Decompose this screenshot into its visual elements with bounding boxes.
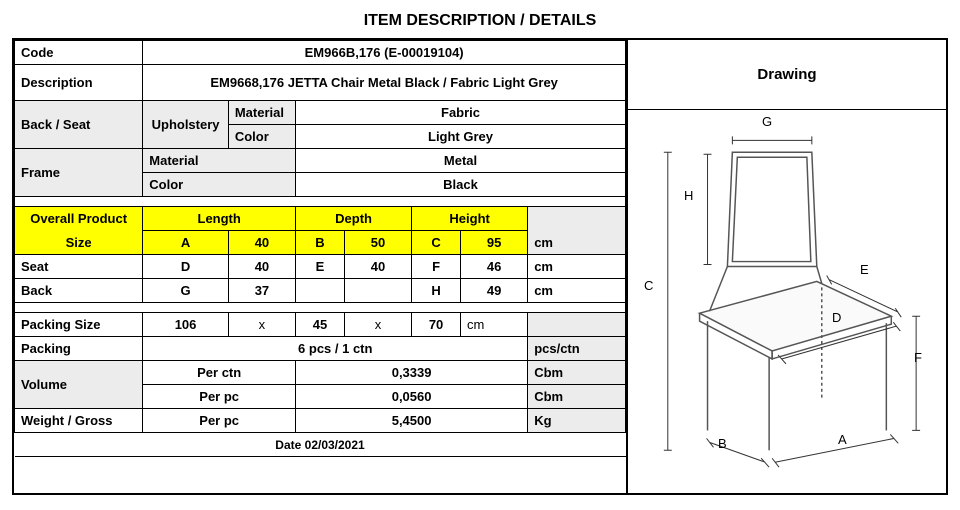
- A-val: 40: [228, 231, 295, 255]
- spec-sheet: Code EM966B,176 (E-00019104) Description…: [12, 38, 948, 495]
- frame-material-label: Material: [143, 149, 296, 173]
- ops-label-1: Overall Product: [15, 207, 143, 231]
- dim-A: A: [838, 432, 847, 447]
- description-label: Description: [15, 65, 143, 101]
- seat-label: Seat: [15, 255, 143, 279]
- drawing-header: Drawing: [628, 40, 946, 110]
- overall-unit: cm: [528, 231, 626, 255]
- description-value: EM9668,176 JETTA Chair Metal Black / Fab…: [143, 65, 626, 101]
- bs-material-label: Material: [228, 101, 295, 125]
- vol-ctn-unit: Cbm: [528, 361, 626, 385]
- bs-color-value: Light Grey: [296, 125, 626, 149]
- seat-unit: cm: [528, 255, 626, 279]
- depth-label: Depth: [296, 207, 412, 231]
- spacer2: [15, 303, 626, 313]
- blank1: [296, 279, 345, 303]
- dim-C: C: [644, 278, 653, 293]
- spec-table: Code EM966B,176 (E-00019104) Description…: [14, 40, 626, 457]
- packsize-label: Packing Size: [15, 313, 143, 337]
- bs-color-label: Color: [228, 125, 295, 149]
- frame-color-value: Black: [296, 173, 626, 197]
- ps-w: 45: [296, 313, 345, 337]
- vol-pc-val: 0,0560: [296, 385, 528, 409]
- drawing-panel: Drawing: [626, 40, 946, 493]
- ps-h: 70: [412, 313, 461, 337]
- chair-drawing: [638, 120, 936, 483]
- weight-label: Weight / Gross: [15, 409, 143, 433]
- dim-H: H: [684, 188, 693, 203]
- D-val: 40: [228, 255, 295, 279]
- dim-G: G: [762, 114, 772, 129]
- B-label: B: [296, 231, 345, 255]
- back-label: Back: [15, 279, 143, 303]
- drawing-area: G H C E D F A B: [628, 110, 946, 493]
- frame-label: Frame: [15, 149, 143, 197]
- spec-table-area: Code EM966B,176 (E-00019104) Description…: [14, 40, 626, 493]
- C-val: 95: [460, 231, 527, 255]
- B-val: 50: [344, 231, 411, 255]
- packing-unit: pcs/ctn: [528, 337, 626, 361]
- weight-pc-label: Per pc: [143, 409, 296, 433]
- ps-unit: cm: [460, 313, 527, 337]
- unit-blank: [528, 207, 626, 231]
- weight-val: 5,4500: [296, 409, 528, 433]
- weight-unit: Kg: [528, 409, 626, 433]
- frame-material-value: Metal: [296, 149, 626, 173]
- G-val: 37: [228, 279, 295, 303]
- vol-pc-label: Per pc: [143, 385, 296, 409]
- A-label: A: [143, 231, 229, 255]
- C-label: C: [412, 231, 461, 255]
- G-label: G: [143, 279, 229, 303]
- date-cell: Date 02/03/2021: [15, 433, 626, 457]
- code-label: Code: [15, 41, 143, 65]
- ps-x1: x: [228, 313, 295, 337]
- upholstery-label: Upholstery: [143, 101, 229, 149]
- F-val: 46: [460, 255, 527, 279]
- dim-B: B: [718, 436, 727, 451]
- dim-F: F: [914, 350, 922, 365]
- length-label: Length: [143, 207, 296, 231]
- vol-pc-unit: Cbm: [528, 385, 626, 409]
- back-unit: cm: [528, 279, 626, 303]
- D-label: D: [143, 255, 229, 279]
- E-val: 40: [344, 255, 411, 279]
- vol-ctn-val: 0,3339: [296, 361, 528, 385]
- date-value: 02/03/2021: [305, 438, 365, 452]
- dim-D: D: [832, 310, 841, 325]
- packing-value: 6 pcs / 1 ctn: [143, 337, 528, 361]
- bs-material-value: Fabric: [296, 101, 626, 125]
- E-label: E: [296, 255, 345, 279]
- packing-label: Packing: [15, 337, 143, 361]
- H-val: 49: [460, 279, 527, 303]
- ps-x2: x: [344, 313, 411, 337]
- ps-blank: [528, 313, 626, 337]
- ps-l: 106: [143, 313, 229, 337]
- height-label: Height: [412, 207, 528, 231]
- spacer: [15, 197, 626, 207]
- frame-color-label: Color: [143, 173, 296, 197]
- ops-label-2: Size: [15, 231, 143, 255]
- date-label: Date: [275, 438, 301, 452]
- F-label: F: [412, 255, 461, 279]
- vol-ctn-label: Per ctn: [143, 361, 296, 385]
- dim-E: E: [860, 262, 869, 277]
- code-value: EM966B,176 (E-00019104): [143, 41, 626, 65]
- backseat-label: Back / Seat: [15, 101, 143, 149]
- page-title: ITEM DESCRIPTION / DETAILS: [12, 12, 948, 30]
- volume-label: Volume: [15, 361, 143, 409]
- H-label: H: [412, 279, 461, 303]
- blank2: [344, 279, 411, 303]
